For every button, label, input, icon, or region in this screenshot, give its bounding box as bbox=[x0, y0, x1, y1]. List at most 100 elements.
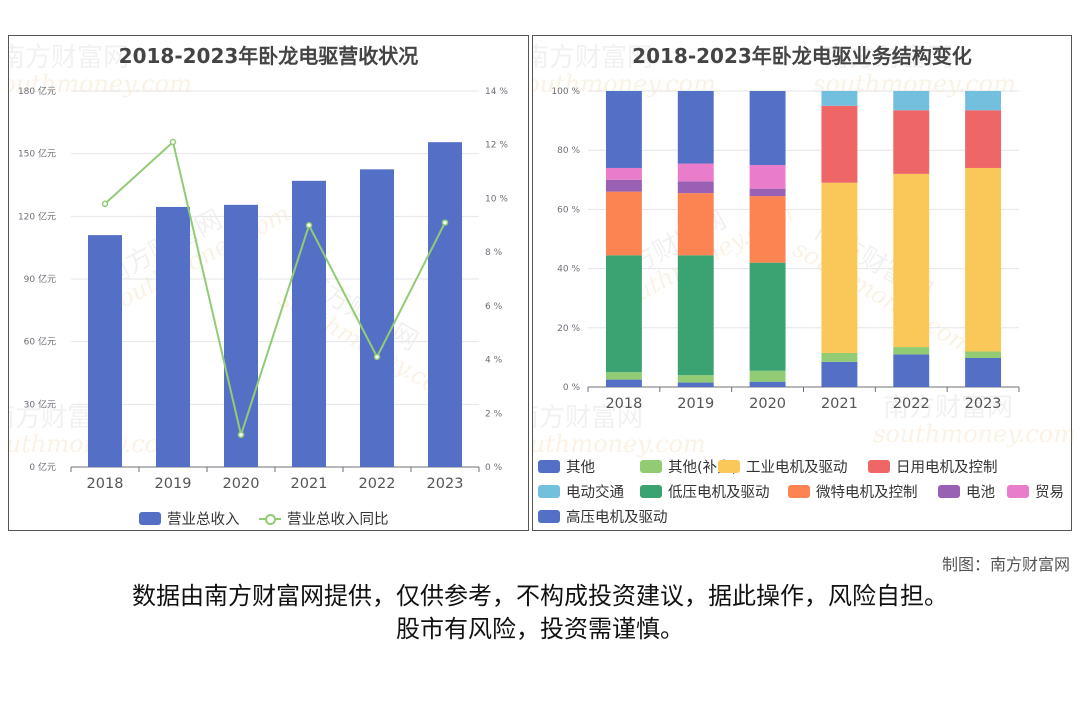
revenue-bar bbox=[360, 169, 394, 468]
stacked-bar-segment bbox=[965, 91, 1002, 111]
disclaimer: 数据由南方财富网提供，仅供参考，不构成投资建议，据此操作，风险自担。 股市有风险… bbox=[0, 580, 1080, 646]
stacked-bar-segment bbox=[821, 182, 858, 353]
y-right-tick-label: 4 % bbox=[485, 356, 503, 366]
y-right-tick-label: 12 % bbox=[485, 141, 508, 151]
y-tick-label: 0 % bbox=[563, 383, 581, 393]
x-tick-label: 2020 bbox=[749, 396, 786, 412]
legend-label: 电池 bbox=[966, 485, 995, 501]
y-right-tick-label: 6 % bbox=[485, 302, 503, 312]
stacked-bar-segment bbox=[893, 91, 930, 111]
legend-item[interactable]: 贸易 bbox=[1007, 481, 1064, 502]
y-left-tick-label: 150 亿元 bbox=[18, 148, 56, 160]
x-tick-label: 2019 bbox=[677, 396, 714, 412]
stacked-bar-segment bbox=[749, 188, 786, 197]
watermark-en: southmoney.com bbox=[873, 420, 1073, 448]
y-left-tick-label: 60 亿元 bbox=[24, 336, 56, 348]
legend-item[interactable]: 低压电机及驱动 bbox=[640, 481, 770, 502]
legend-item-revenue-yoy[interactable]: 营业总收入同比 bbox=[259, 508, 389, 529]
yoy-point bbox=[169, 138, 177, 146]
x-tick-label: 2023 bbox=[965, 396, 1002, 412]
revenue-chart-panel: 南方财富网southmoney.com南方财富网southmoney.com南方… bbox=[8, 35, 529, 531]
y-right-tick-label: 10 % bbox=[485, 194, 508, 204]
legend-item[interactable]: 工业电机及驱动 bbox=[718, 456, 848, 477]
x-tick-label: 2021 bbox=[291, 476, 328, 492]
legend-swatch-icon bbox=[718, 460, 740, 473]
stacked-bar-segment bbox=[605, 379, 642, 387]
y-left-tick-label: 0 亿元 bbox=[29, 461, 56, 473]
stacked-bar-segment bbox=[965, 110, 1002, 168]
legend-swatch-icon bbox=[1007, 485, 1029, 498]
x-tick-label: 2022 bbox=[893, 396, 930, 412]
watermark-en: southmoney.com bbox=[9, 70, 192, 98]
x-tick-label: 2018 bbox=[605, 396, 642, 412]
x-tick-label: 2020 bbox=[223, 476, 260, 492]
legend-swatch-icon bbox=[868, 460, 890, 473]
stacked-bar-segment bbox=[749, 381, 786, 387]
revenue-bar bbox=[428, 142, 462, 467]
legend-label: 工业电机及驱动 bbox=[746, 460, 848, 476]
legend-label: 微特电机及控制 bbox=[816, 485, 918, 501]
stacked-bar-segment bbox=[605, 372, 642, 380]
watermark-cn: 南方财富网 bbox=[883, 393, 1013, 423]
x-tick-label: 2021 bbox=[821, 396, 858, 412]
stacked-bar-segment bbox=[821, 91, 858, 106]
stacked-bar-segment bbox=[605, 179, 642, 192]
stacked-bar-segment bbox=[677, 255, 714, 376]
yoy-point bbox=[441, 219, 449, 226]
yoy-point bbox=[305, 222, 313, 229]
watermark-en: southmoney.com bbox=[533, 430, 706, 458]
legend-item-revenue[interactable]: 营业总收入 bbox=[139, 508, 240, 529]
legend-item[interactable]: 电池 bbox=[938, 481, 995, 502]
watermark-cn: 南方财富网 bbox=[533, 403, 643, 433]
revenue-bar bbox=[224, 204, 258, 467]
legend-swatch-icon bbox=[538, 460, 560, 473]
revenue-bar bbox=[88, 235, 122, 467]
watermark-cn: 南方财富网 bbox=[533, 43, 653, 73]
stacked-bar-segment bbox=[605, 255, 642, 373]
stacked-bar-segment bbox=[677, 193, 714, 256]
legend-item[interactable]: 其他 bbox=[538, 456, 595, 477]
stacked-bar-segment bbox=[749, 165, 786, 189]
x-tick-label: 2018 bbox=[87, 476, 124, 492]
revenue-bar bbox=[156, 206, 190, 467]
legend-swatch-line-icon bbox=[259, 512, 281, 526]
y-left-tick-label: 90 亿元 bbox=[24, 273, 56, 285]
y-tick-label: 60 % bbox=[557, 205, 580, 215]
stacked-bar-segment bbox=[677, 181, 714, 194]
y-right-tick-label: 8 % bbox=[485, 248, 503, 258]
yoy-point bbox=[237, 431, 245, 439]
y-tick-label: 40 % bbox=[557, 265, 580, 275]
stacked-bar-segment bbox=[965, 167, 1002, 352]
stacked-bar-segment bbox=[893, 110, 930, 174]
legend-label: 高压电机及驱动 bbox=[566, 510, 668, 526]
business-structure-chart-title: 2018-2023年卧龙电驱业务结构变化 bbox=[632, 44, 972, 68]
yoy-line bbox=[104, 140, 446, 439]
legend-item[interactable]: 高压电机及驱动 bbox=[538, 506, 668, 527]
legend-item[interactable]: 微特电机及控制 bbox=[788, 481, 918, 502]
legend-label-revenue: 营业总收入 bbox=[167, 512, 240, 528]
stacked-bar-segment bbox=[677, 375, 714, 383]
stacked-bar-segment bbox=[965, 351, 1002, 358]
stacked-bar-segment bbox=[749, 196, 786, 263]
y-left-tick-label: 180 亿元 bbox=[18, 85, 56, 97]
revenue-chart-canvas: 南方财富网southmoney.com南方财富网southmoney.com南方… bbox=[9, 43, 508, 492]
stacked-bar-segment bbox=[893, 347, 930, 355]
stacked-bar-segment bbox=[893, 173, 930, 348]
y-tick-label: 20 % bbox=[557, 324, 580, 334]
yoy-point bbox=[373, 353, 381, 361]
stacked-bar-segment bbox=[749, 370, 786, 382]
y-tick-label: 80 % bbox=[557, 146, 580, 156]
stacked-bar-segment bbox=[677, 163, 714, 182]
legend-label: 日用电机及控制 bbox=[896, 460, 998, 476]
y-right-tick-label: 0 % bbox=[485, 463, 503, 473]
legend-item[interactable]: 日用电机及控制 bbox=[868, 456, 998, 477]
stacked-bar-segment bbox=[677, 382, 714, 387]
legend-label: 其他 bbox=[566, 460, 595, 476]
stacked-bar-segment bbox=[821, 352, 858, 362]
stacked-bar-segment bbox=[893, 354, 930, 387]
legend-item[interactable]: 电动交通 bbox=[538, 481, 624, 502]
legend-swatch-icon bbox=[640, 485, 662, 498]
